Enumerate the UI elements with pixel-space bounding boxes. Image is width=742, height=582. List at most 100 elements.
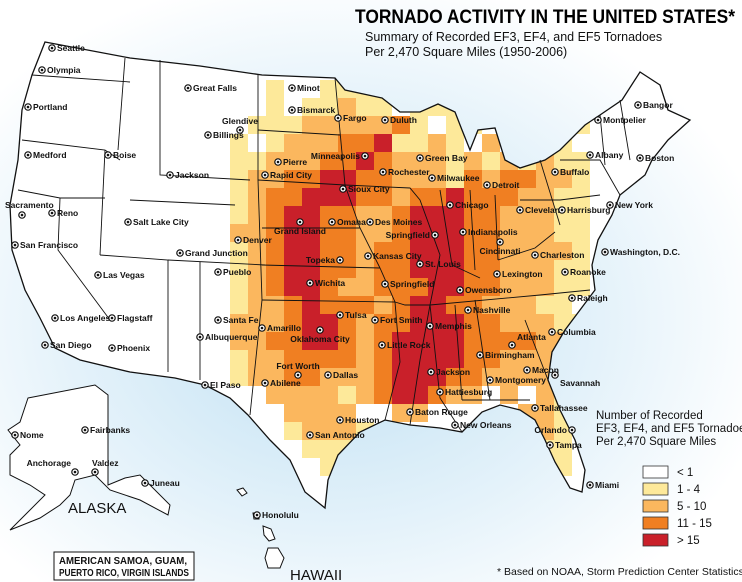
heat-cell-level-4 (446, 206, 464, 224)
heat-cell-level-2 (500, 368, 518, 386)
city-label: Memphis (435, 321, 472, 331)
city-label: Tulsa (345, 310, 367, 320)
city-label: Chicago (455, 200, 489, 210)
legend-title-line1: Number of Recorded (596, 410, 703, 422)
heat-cell-level-4 (446, 314, 464, 332)
city-albuquerque: Albuquerque (196, 332, 258, 342)
territories-line2: PUERTO RICO, VIRGIN ISLANDS (59, 568, 189, 579)
city-charleston: Charleston (531, 250, 584, 260)
city-label: Flagstaff (117, 313, 153, 323)
city-label: Milwaukee (437, 173, 480, 183)
city-buffalo: Buffalo (551, 167, 589, 177)
heat-cell-level-2 (500, 386, 518, 404)
city-minot: Minot (288, 83, 320, 93)
heat-cell-level-2 (500, 260, 518, 278)
heat-cell-level-3 (392, 242, 410, 260)
city-green-bay: Green Bay (416, 153, 468, 163)
heat-cell-level-3 (338, 296, 356, 314)
city-label: Macon (532, 365, 559, 375)
legend-label: < 1 (677, 467, 693, 479)
city-label: Fargo (343, 113, 367, 123)
heat-cell-level-1 (554, 296, 572, 314)
city-dot-center-icon (603, 250, 607, 254)
heat-cell-level-3 (338, 350, 356, 368)
city-label: Detroit (492, 180, 520, 190)
heat-cell-level-2 (230, 314, 248, 332)
state-border (560, 159, 621, 196)
heat-cell-level-2 (536, 314, 554, 332)
city-dot-center-icon (458, 288, 462, 292)
heat-cell-level-1 (338, 386, 356, 404)
city-dot-center-icon (553, 373, 557, 377)
heat-cell-level-2 (248, 296, 266, 314)
city-dot-center-icon (126, 220, 130, 224)
heat-cell-level-4 (392, 350, 410, 368)
heat-cell-level-4 (410, 224, 428, 242)
heat-cell-level-3 (410, 188, 428, 206)
state-border (429, 304, 463, 433)
city-label: Duluth (390, 115, 417, 125)
heat-cell-level-1 (572, 152, 590, 170)
city-label: Green Bay (425, 153, 468, 163)
heat-cell-level-4 (428, 242, 446, 260)
city-st-louis: St. Louis (416, 259, 461, 269)
heat-cell-level-2 (284, 404, 302, 422)
heat-cell-level-1 (482, 152, 500, 170)
heat-cell-level-4 (428, 206, 446, 224)
city-dot-center-icon (608, 203, 612, 207)
city-albany: Albany (586, 150, 624, 160)
heat-cell-level-2 (500, 314, 518, 332)
heat-cell-level-2 (374, 206, 392, 224)
city-label: Minneapolis (311, 151, 360, 161)
city-dot-center-icon (563, 270, 567, 274)
city-dot-center-icon (106, 153, 110, 157)
city-tallahassee: Tallahassee (531, 403, 588, 413)
heat-cell-level-3 (464, 260, 482, 278)
heat-cell-level-4 (446, 350, 464, 368)
heat-cell-level-4 (302, 206, 320, 224)
heat-cell-level-1 (446, 134, 464, 152)
city-dot-center-icon (13, 433, 17, 437)
city-label: El Paso (210, 380, 241, 390)
state-border (57, 197, 111, 321)
legend-swatch (642, 533, 669, 547)
city-dot-center-icon (203, 383, 207, 387)
heat-cell-level-1 (284, 422, 302, 440)
city-label: Grand Junction (185, 248, 248, 258)
state-border (249, 75, 263, 416)
city-dot-center-icon (336, 116, 340, 120)
city-label: Olympia (47, 65, 81, 75)
heat-cell-level-4 (302, 314, 320, 332)
heat-cell-level-2 (338, 278, 356, 296)
city-dot-center-icon (596, 118, 600, 122)
city-label: Portland (33, 102, 67, 112)
state-border (334, 77, 381, 269)
city-oklahoma-city: Oklahoma City (290, 326, 350, 344)
state-border (261, 299, 396, 303)
city-label: Albany (595, 150, 624, 160)
state-border (129, 199, 236, 206)
city-dot-center-icon (570, 428, 574, 432)
city-fairbanks: Fairbanks (81, 425, 130, 435)
city-label: Phoenix (117, 343, 150, 353)
city-las-vegas: Las Vegas (94, 270, 145, 280)
heat-cell-level-2 (338, 422, 356, 440)
city-label: San Diego (50, 340, 92, 350)
city-roanoke: Roanoke (561, 267, 606, 277)
heat-cell-level-4 (320, 188, 338, 206)
city-dot-center-icon (26, 153, 30, 157)
heat-cell-level-1 (320, 440, 338, 458)
heat-cell-level-2 (266, 314, 284, 332)
heat-cell-level-2 (320, 404, 338, 422)
city-dot-center-icon (383, 118, 387, 122)
city-chicago: Chicago (446, 200, 489, 210)
heat-cell-level-2 (500, 278, 518, 296)
heat-cell-level-3 (266, 206, 284, 224)
city-label: Raleigh (577, 293, 608, 303)
heat-cell-level-3 (266, 278, 284, 296)
heat-cell-level-3 (374, 350, 392, 368)
city-jackson: Jackson (427, 367, 470, 377)
city-houston: Houston (336, 415, 379, 425)
city-dot-center-icon (216, 270, 220, 274)
city-bismarck: Bismarck (288, 105, 336, 115)
